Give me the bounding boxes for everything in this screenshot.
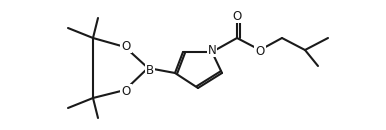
Text: O: O: [121, 40, 130, 53]
Text: O: O: [232, 9, 242, 22]
Text: B: B: [146, 63, 154, 76]
Text: O: O: [121, 84, 130, 98]
Text: O: O: [256, 44, 265, 57]
Text: N: N: [208, 44, 217, 57]
